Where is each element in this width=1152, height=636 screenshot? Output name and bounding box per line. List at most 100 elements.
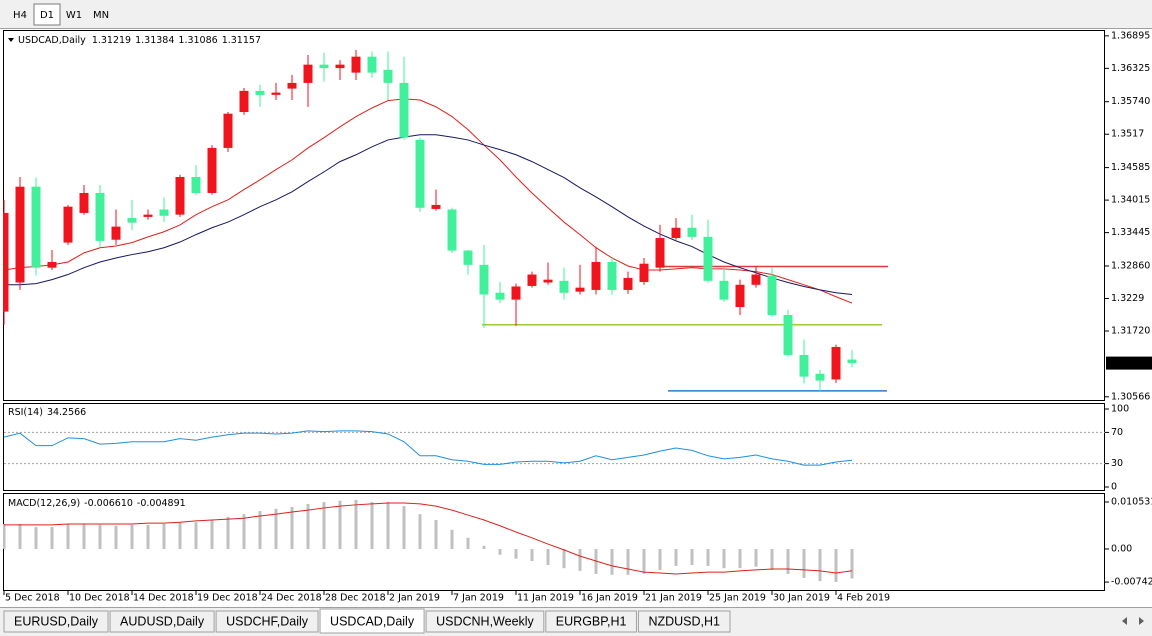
histogram-bar bbox=[706, 548, 710, 566]
macd-title: MACD(12,26,9) bbox=[8, 498, 80, 509]
candle-body bbox=[271, 92, 281, 95]
timeframe-button-label[interactable]: D1 bbox=[40, 10, 54, 21]
pane-menu-arrow[interactable] bbox=[8, 38, 14, 42]
y-tick-label: 1.36325 bbox=[1111, 63, 1150, 74]
chart-tab-label[interactable]: EURUSD,Daily bbox=[14, 614, 99, 628]
header-low: 1.31086 bbox=[178, 35, 217, 46]
chart-tab[interactable] bbox=[109, 610, 215, 633]
timeframe-button[interactable] bbox=[33, 3, 61, 26]
histogram-bar bbox=[722, 548, 726, 569]
x-tick-label: 5 Dec 2018 bbox=[5, 593, 60, 604]
candle-body bbox=[303, 64, 313, 83]
x-tick-label: 24 Dec 2018 bbox=[261, 593, 322, 604]
rsi-pane-frame bbox=[3, 403, 1105, 491]
timeframe-button-label[interactable]: W1 bbox=[66, 10, 82, 21]
timeframe-button[interactable] bbox=[7, 4, 33, 25]
candle-body bbox=[63, 206, 73, 243]
chart-tab[interactable] bbox=[3, 610, 109, 633]
histogram-bar bbox=[338, 500, 342, 549]
tab-scroll-right[interactable] bbox=[1139, 617, 1144, 625]
chart-tab[interactable] bbox=[637, 610, 731, 633]
y-tick-label: 1.3229 bbox=[1111, 293, 1144, 304]
y-tick-label: 1.3517 bbox=[1111, 129, 1144, 140]
histogram-bar bbox=[562, 548, 566, 569]
histogram-bar bbox=[242, 514, 246, 549]
indicator-line bbox=[3, 430, 853, 466]
macd-signal-value: -0.004891 bbox=[137, 498, 186, 509]
x-tick-label: 25 Jan 2019 bbox=[709, 593, 766, 604]
histogram-bar bbox=[98, 524, 102, 549]
pane-plot bbox=[3, 499, 854, 582]
chart-window bbox=[0, 29, 1152, 607]
histogram-bar bbox=[34, 527, 38, 549]
chart-tab-label[interactable]: NZDUSD,H1 bbox=[648, 614, 720, 628]
chart-tab[interactable] bbox=[319, 608, 425, 634]
candle-body bbox=[367, 56, 377, 73]
tab-scroll-left[interactable] bbox=[1122, 617, 1127, 625]
x-tick-label: 19 Dec 2018 bbox=[197, 593, 258, 604]
candle-body bbox=[399, 82, 409, 138]
histogram-bar bbox=[50, 527, 54, 549]
candle-body bbox=[495, 292, 505, 300]
candle-body bbox=[207, 147, 217, 193]
y-tick-label: 0 bbox=[1111, 482, 1117, 493]
rsi-title: RSI(14) bbox=[8, 407, 43, 418]
histogram-bar bbox=[354, 499, 358, 549]
histogram-bar bbox=[434, 519, 438, 549]
candle-body bbox=[351, 56, 361, 73]
pane-plot bbox=[3, 430, 1105, 466]
price-marker bbox=[1106, 356, 1152, 370]
candle-body bbox=[335, 64, 345, 69]
x-tick-label: 30 Jan 2019 bbox=[773, 593, 830, 604]
chart-tab-label[interactable]: AUDUSD,Daily bbox=[120, 614, 205, 628]
histogram-bar bbox=[322, 502, 326, 549]
candle-body bbox=[479, 264, 489, 295]
x-tick-label: 2 Jan 2019 bbox=[389, 593, 440, 604]
header-open: 1.31219 bbox=[92, 35, 131, 46]
x-tick-label: 11 Jan 2019 bbox=[517, 593, 574, 604]
timeframe-button[interactable] bbox=[88, 4, 114, 25]
timeframe-button-label[interactable]: H4 bbox=[13, 10, 27, 21]
histogram-bar bbox=[578, 548, 582, 571]
candle-body bbox=[799, 354, 809, 377]
chart-tab-label[interactable]: USDCNH,Weekly bbox=[436, 614, 534, 628]
chart-tab[interactable] bbox=[425, 610, 545, 633]
chart-tab[interactable] bbox=[215, 610, 319, 633]
histogram-bar bbox=[82, 523, 86, 549]
histogram-bar bbox=[850, 548, 854, 579]
candle-body bbox=[831, 346, 841, 380]
chart-tab-label[interactable]: EURGBP,H1 bbox=[556, 614, 627, 628]
chart-tab[interactable] bbox=[545, 610, 637, 633]
histogram-bar bbox=[482, 545, 486, 549]
histogram-bar bbox=[18, 523, 22, 549]
candle-body bbox=[239, 90, 249, 112]
toolbar bbox=[0, 0, 1152, 29]
candle-body bbox=[767, 275, 777, 316]
candle-body bbox=[127, 218, 137, 223]
chart-tab-label[interactable]: USDCAD,Daily bbox=[330, 614, 415, 628]
y-tick-label: 1.32860 bbox=[1111, 260, 1150, 271]
chart-tab-label[interactable]: USDCHF,Daily bbox=[226, 614, 309, 628]
candle-body bbox=[447, 209, 457, 251]
histogram-bar bbox=[626, 548, 630, 575]
histogram-bar bbox=[466, 537, 470, 549]
histogram-bar bbox=[226, 516, 230, 549]
histogram-bar bbox=[114, 525, 118, 549]
timeframe-button-label[interactable]: MN bbox=[93, 10, 109, 21]
x-tick-label: 10 Dec 2018 bbox=[69, 593, 130, 604]
x-tick-label: 28 Dec 2018 bbox=[325, 593, 386, 604]
candle-body bbox=[431, 204, 441, 209]
header-high: 1.31384 bbox=[135, 35, 174, 46]
histogram-bar bbox=[146, 524, 150, 549]
timeframe-button[interactable] bbox=[61, 4, 87, 25]
x-tick-label: 7 Jan 2019 bbox=[453, 593, 504, 604]
candle-body bbox=[31, 186, 41, 268]
histogram-bar bbox=[194, 522, 198, 549]
candle-body bbox=[655, 238, 665, 268]
candle-body bbox=[671, 227, 681, 239]
histogram-bar bbox=[306, 503, 310, 549]
y-tick-label: 1.30566 bbox=[1111, 391, 1150, 402]
y-tick-label: 0.010531 bbox=[1111, 496, 1152, 507]
candle-body bbox=[175, 177, 185, 215]
